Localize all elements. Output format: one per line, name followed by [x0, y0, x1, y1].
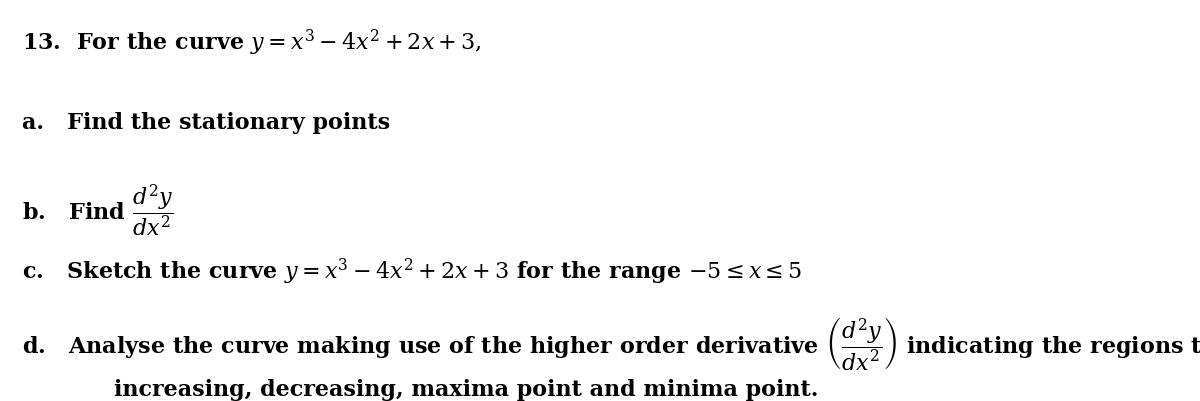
Text: b.   Find $\dfrac{d^2y}{dx^2}$: b. Find $\dfrac{d^2y}{dx^2}$ — [22, 182, 173, 239]
Text: c.   Sketch the curve $y = x^3 - 4x^2 + 2x + 3$ for the range $-5 \leq x \leq 5$: c. Sketch the curve $y = x^3 - 4x^2 + 2x… — [22, 257, 802, 287]
Text: d.   Analyse the curve making use of the higher order derivative $\left(\dfrac{d: d. Analyse the curve making use of the h… — [22, 315, 1200, 372]
Text: a.   Find the stationary points: a. Find the stationary points — [22, 112, 390, 134]
Text: increasing, decreasing, maxima point and minima point.: increasing, decreasing, maxima point and… — [114, 379, 818, 401]
Text: 13.  For the curve $y = x^3 - 4x^2 + 2x + 3,$: 13. For the curve $y = x^3 - 4x^2 + 2x +… — [22, 28, 481, 58]
